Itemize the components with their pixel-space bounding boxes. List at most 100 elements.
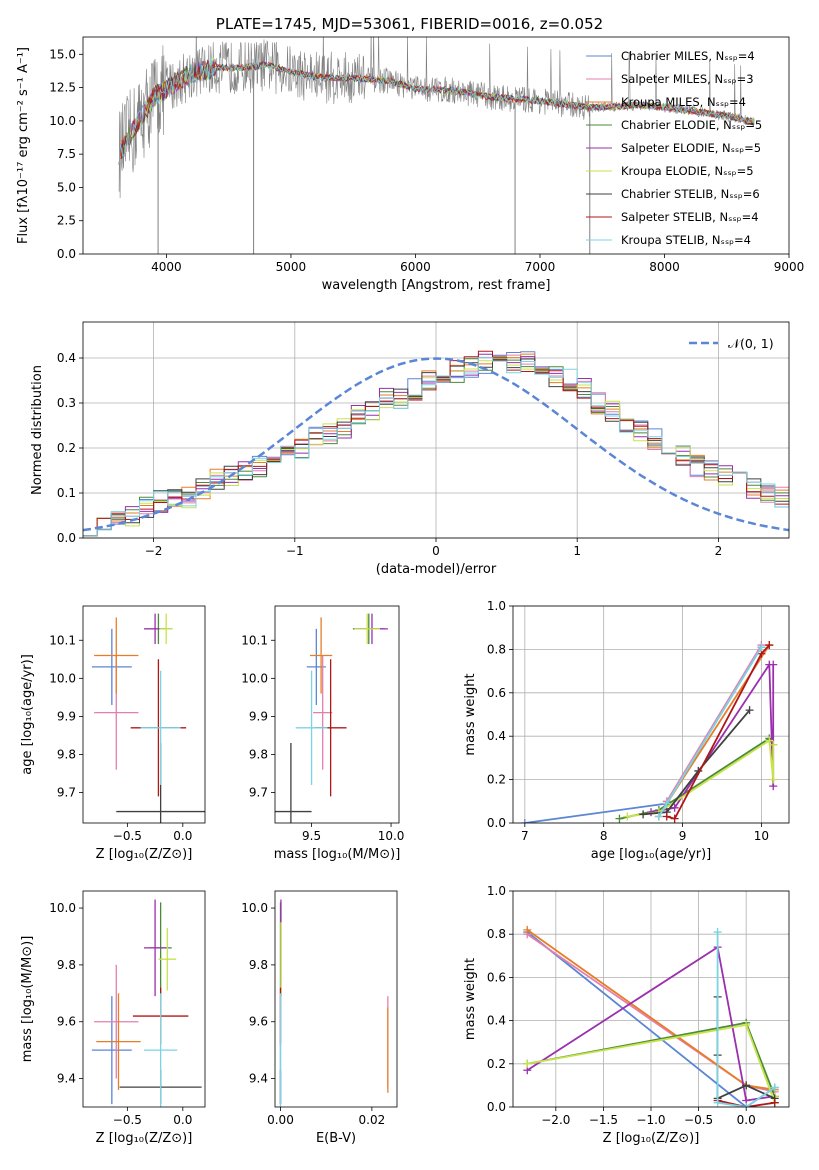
x-tick-label: 1 xyxy=(573,544,581,558)
x-tick-label: −0.5 xyxy=(684,1113,713,1127)
marker-chabrier_stelib xyxy=(745,706,754,715)
plot-area xyxy=(279,899,389,1107)
y-tick-label: 0.0 xyxy=(487,816,506,830)
legend-label-chabrier_stelib: Chabrier STELIB, Nₛₛₚ=6 xyxy=(621,187,760,201)
panel-6: −0.5 0.0 9.4 9.6 9.8 10.0 Z [log₁₀(Z/Z⊙)] mass … xyxy=(20,890,206,1146)
y-tick-label: 9.4 xyxy=(57,1072,76,1086)
legend-label-salpeter_stelib: Salpeter STELIB, Nₛₛₚ=4 xyxy=(621,210,759,224)
y-tick-label: 10.1 xyxy=(49,633,76,647)
y-tick-label: 0.8 xyxy=(487,642,506,656)
x-tick-label: 8 xyxy=(600,829,608,843)
y-axis-label: mass [log₁₀(M/M⊙)] xyxy=(20,936,35,1063)
marker-kroupa_elodie xyxy=(523,1059,532,1068)
marker-kroupa_elodie xyxy=(765,736,774,745)
y-tick-label: 0.0 xyxy=(57,531,76,545)
x-tick-label: 4000 xyxy=(151,260,182,274)
y-tick-label: 0.2 xyxy=(487,1057,506,1071)
legend-label-chabrier_miles: Chabrier MILES, Nₛₛₚ=4 xyxy=(621,49,755,63)
x-tick-label: 10.0 xyxy=(378,829,405,843)
y-tick-label: 9.6 xyxy=(57,1015,76,1029)
y-tick-label: 10.0 xyxy=(241,671,268,685)
y-axis-label: Normed distribution xyxy=(30,365,45,495)
histogram-kroupa_stelib xyxy=(83,357,789,538)
x-tick-label: 9 xyxy=(679,829,687,843)
y-axis-label: mass weight xyxy=(463,958,478,1040)
marker-salpeter_stelib xyxy=(670,814,679,823)
plot-area xyxy=(275,613,388,823)
line-salpeter_elodie xyxy=(650,661,775,813)
marker-chabrier_elodie xyxy=(615,814,624,823)
x-tick-label: 0.0 xyxy=(737,1113,756,1127)
x-tick-label: −1.5 xyxy=(589,1113,618,1127)
y-tick-label: 9.7 xyxy=(57,786,76,800)
line-chabrier_stelib xyxy=(643,709,751,816)
marker-chabrier_stelib xyxy=(742,1081,751,1090)
line-salpeter_stelib xyxy=(666,644,770,820)
y-tick-label: 12.5 xyxy=(49,81,76,95)
plot-area xyxy=(523,925,779,1107)
legend-label-kroupa_elodie: Kroupa ELODIE, Nₛₛₚ=5 xyxy=(621,164,754,178)
y-tick-label: 0.6 xyxy=(487,970,506,984)
panel-4: 9.5 10.0 9.7 9.8 9.9 10.0 10.1 mass [log₁₀(M/M⊙… xyxy=(241,605,405,862)
y-tick-label: 9.4 xyxy=(249,1072,268,1086)
legend-label-gaussian: 𝒩(0, 1) xyxy=(728,336,774,351)
x-tick-label: −0.5 xyxy=(113,1113,142,1127)
y-tick-label: 7.5 xyxy=(57,147,76,161)
panel-8: −2.0 −1.5 −1.0 −0.5 0.0 0.0 0.2 0.4 0.6 0.8 1.0 Z [… xyxy=(463,884,790,1146)
marker-chabrier_miles xyxy=(520,819,529,823)
x-tick-label: 0.0 xyxy=(173,829,192,843)
x-tick-label: −2.0 xyxy=(541,1113,570,1127)
line-kroupa_stelib xyxy=(658,646,763,817)
panel-1: 4000 5000 6000 7000 8000 9000 0.0 2.5 5.0 7.5 10.0… xyxy=(16,36,805,293)
x-tick-label: 9000 xyxy=(774,260,805,274)
y-tick-label: 1.0 xyxy=(487,599,506,613)
x-axis-label: Z [log₁₀(Z/Z⊙)] xyxy=(96,1131,193,1146)
marker-kroupa_stelib xyxy=(713,928,722,937)
legend-label-salpeter_miles: Salpeter MILES, Nₛₛₚ=3 xyxy=(621,72,754,86)
gaussian-curve xyxy=(83,357,789,532)
line-kroupa_stelib xyxy=(716,932,776,1107)
y-tick-label: 1.0 xyxy=(487,884,506,898)
x-tick-label: −1.0 xyxy=(636,1113,665,1127)
y-tick-label: 0.1 xyxy=(57,486,76,500)
axes-frame xyxy=(274,890,398,1108)
figure-title: PLATE=1745, MJD=53061, FIBERID=0016, z=0… xyxy=(216,15,603,33)
x-axis-label: E(B-V) xyxy=(316,1131,356,1146)
panel-5: 7 8 9 10 0.0 0.2 0.4 0.6 0.8 1.0 age [log₁₀(age/yr… xyxy=(463,599,790,862)
legend-label-chabrier_elodie: Chabrier ELODIE, Nₛₛₚ=5 xyxy=(621,118,762,132)
y-tick-label: 5.0 xyxy=(57,180,76,194)
axes-frame xyxy=(82,890,206,1108)
panel-3: −0.5 0.0 9.7 9.8 9.9 10.0 10.1 Z [log₁₀(Z/Z⊙)] a… xyxy=(20,605,206,862)
axes-frame xyxy=(512,890,790,1108)
y-tick-label: 15.0 xyxy=(49,47,76,61)
panel-2: −2 −1 0 1 2 0.0 0.1 0.2 0.3 0.4 (data-model)/error… xyxy=(30,321,790,577)
axes-frame xyxy=(82,321,790,539)
y-tick-label: 9.9 xyxy=(249,709,268,723)
marker-kroupa_miles xyxy=(523,925,532,934)
y-tick-label: 0.2 xyxy=(57,441,76,455)
legend-label-kroupa_miles: Kroupa MILES, Nₛₛₚ=4 xyxy=(621,95,746,109)
y-tick-label: 0.4 xyxy=(487,729,506,743)
plot-area xyxy=(91,613,205,823)
y-tick-label: 0.0 xyxy=(57,247,76,261)
x-axis-label: Z [log₁₀(Z/Z⊙)] xyxy=(603,1131,700,1146)
y-tick-label: 2.5 xyxy=(57,214,76,228)
x-axis-label: Z [log₁₀(Z/Z⊙)] xyxy=(96,847,193,862)
y-tick-label: 9.6 xyxy=(249,1015,268,1029)
legend: Chabrier MILES, Nₛₛₚ=4 Salpeter MILES, Nₛ… xyxy=(586,49,762,247)
y-axis-label: Flux [fλ10⁻¹⁷ erg cm⁻² s⁻¹ A⁻¹] xyxy=(16,47,31,244)
y-tick-label: 9.8 xyxy=(249,958,268,972)
axes-frame xyxy=(82,605,206,824)
marker-chabrier_stelib xyxy=(639,810,648,819)
marker-salpeter_elodie xyxy=(769,660,778,669)
x-tick-label: 0.0 xyxy=(173,1113,192,1127)
x-tick-label: 0.00 xyxy=(267,1113,294,1127)
legend-label-kroupa_stelib: Kroupa STELIB, Nₛₛₚ=4 xyxy=(621,233,751,247)
axes-frame xyxy=(512,605,790,824)
x-tick-label: 6000 xyxy=(400,260,431,274)
x-axis-label: mass [log₁₀(M/M⊙)] xyxy=(274,847,401,862)
x-tick-label: −2 xyxy=(145,544,163,558)
plot-area xyxy=(91,899,202,1107)
y-tick-label: 10.0 xyxy=(241,901,268,915)
